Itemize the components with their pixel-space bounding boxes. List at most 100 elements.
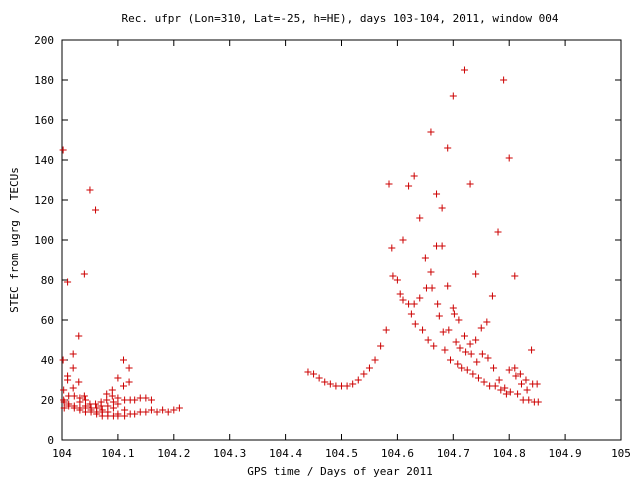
- y-tick-label: 200: [34, 34, 54, 47]
- data-point: [497, 386, 505, 394]
- data-point: [517, 380, 525, 388]
- data-point: [354, 376, 362, 384]
- x-tick-label: 104.5: [325, 447, 358, 460]
- data-point: [447, 356, 455, 364]
- data-point: [389, 272, 397, 280]
- data-point: [343, 382, 351, 390]
- data-point: [516, 370, 524, 378]
- data-point: [385, 180, 393, 188]
- data-point: [452, 338, 460, 346]
- x-tick-labels: 104 104.1 104.2 104.3 104.4 104.5 104.6 104.7 10…: [52, 447, 631, 460]
- data-point: [523, 386, 531, 394]
- data-point: [108, 392, 116, 400]
- x-tick-label: 104.1: [101, 447, 134, 460]
- y-tick-label: 140: [34, 154, 54, 167]
- data-point: [75, 332, 83, 340]
- data-point: [121, 412, 129, 420]
- data-point: [411, 320, 419, 328]
- y-tick-label: 80: [41, 274, 54, 287]
- x-tick-label: 104.2: [157, 447, 190, 460]
- x-tick-label: 104.8: [493, 447, 526, 460]
- data-point: [528, 346, 536, 354]
- data-point: [444, 282, 452, 290]
- data-point: [456, 344, 464, 352]
- data-point: [474, 374, 482, 382]
- data-point: [514, 390, 522, 398]
- data-point: [480, 378, 488, 386]
- data-point: [69, 350, 77, 358]
- data-point: [70, 392, 78, 400]
- data-point: [449, 304, 457, 312]
- data-point: [495, 376, 503, 384]
- y-tick-label: 60: [41, 314, 54, 327]
- data-point: [175, 404, 183, 412]
- x-tick-label: 104.7: [437, 447, 470, 460]
- data-point: [114, 394, 122, 402]
- data-point: [93, 410, 101, 418]
- data-point: [454, 360, 462, 368]
- plot-frame: [61, 39, 622, 441]
- data-point: [76, 406, 84, 414]
- data-point: [81, 396, 89, 404]
- data-point: [125, 378, 133, 386]
- data-point: [427, 128, 435, 136]
- data-point: [119, 382, 127, 390]
- data-point: [315, 374, 323, 382]
- data-points: [59, 66, 542, 420]
- data-point: [466, 180, 474, 188]
- data-point: [505, 154, 513, 162]
- data-point: [441, 346, 449, 354]
- data-point: [455, 316, 463, 324]
- data-point: [109, 398, 117, 406]
- data-point: [60, 386, 68, 394]
- data-point: [382, 326, 390, 334]
- data-point: [460, 66, 468, 74]
- data-point: [371, 356, 379, 364]
- data-point: [349, 380, 357, 388]
- data-point: [494, 228, 502, 236]
- data-point: [108, 386, 116, 394]
- y-tick-label: 20: [41, 394, 54, 407]
- data-point: [427, 268, 435, 276]
- data-point: [466, 340, 474, 348]
- data-point: [410, 172, 418, 180]
- data-point: [525, 396, 533, 404]
- data-point: [97, 402, 105, 410]
- data-point: [483, 318, 491, 326]
- data-point: [433, 190, 441, 198]
- data-point: [416, 294, 424, 302]
- data-point: [60, 398, 68, 406]
- data-point: [76, 398, 84, 406]
- data-point: [435, 312, 443, 320]
- data-point: [506, 388, 514, 396]
- data-point: [59, 146, 67, 154]
- data-point: [92, 206, 100, 214]
- data-point: [159, 406, 167, 414]
- x-tick-label: 104: [52, 447, 72, 460]
- data-point: [103, 390, 111, 398]
- data-point: [450, 310, 458, 318]
- y-tick-label: 40: [41, 354, 54, 367]
- data-point: [533, 380, 541, 388]
- y-tick-label: 0: [47, 434, 54, 447]
- data-point: [114, 400, 122, 408]
- data-point: [419, 326, 427, 334]
- data-point: [131, 396, 139, 404]
- data-point: [505, 366, 513, 374]
- data-point: [164, 408, 172, 416]
- data-point: [131, 410, 139, 418]
- data-point: [405, 182, 413, 190]
- data-point: [490, 364, 498, 372]
- data-point: [360, 370, 368, 378]
- data-point: [109, 404, 117, 412]
- data-point: [304, 368, 312, 376]
- data-point: [472, 270, 480, 278]
- data-point: [449, 92, 457, 100]
- chart-title: Rec. ufpr (Lon=310, Lat=-25, h=HE), days…: [121, 12, 558, 25]
- data-point: [477, 324, 485, 332]
- y-axis-label: STEC from ugrg / TECUs: [8, 167, 21, 313]
- data-point: [104, 402, 112, 410]
- data-point: [121, 406, 129, 414]
- data-point: [142, 408, 150, 416]
- data-point: [399, 296, 407, 304]
